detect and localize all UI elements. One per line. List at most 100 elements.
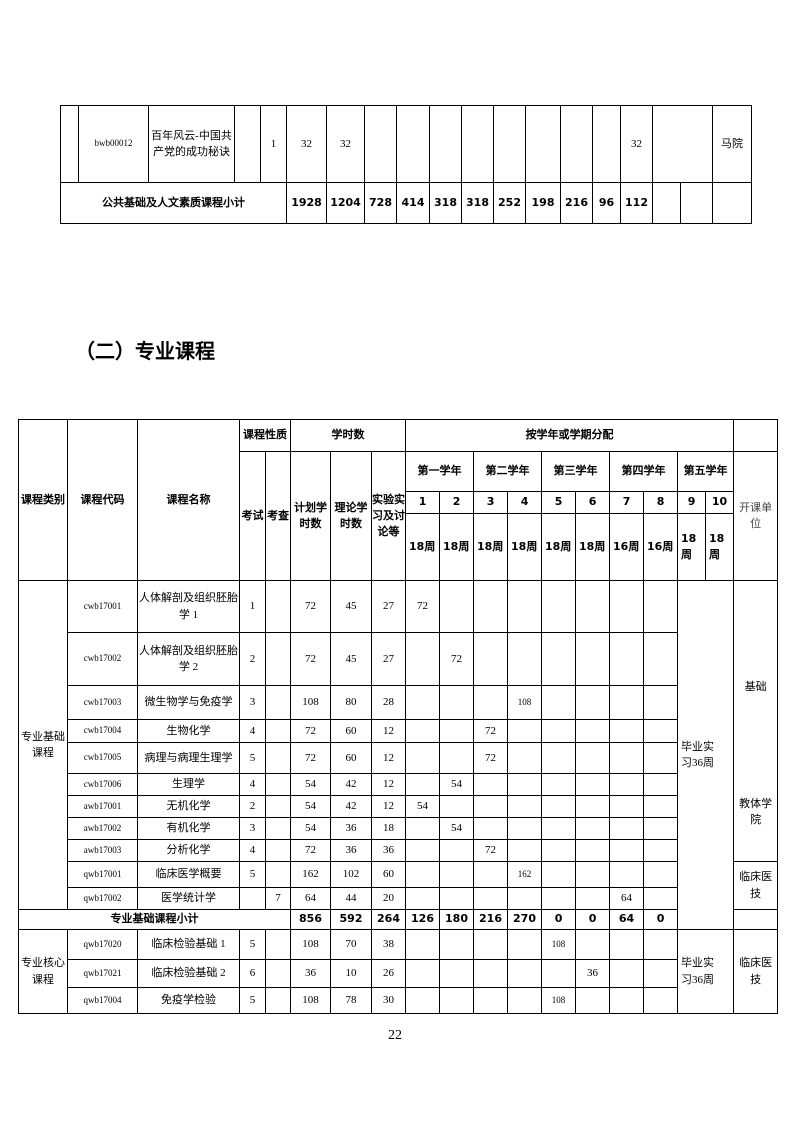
subtotal-value: 592: [330, 909, 372, 930]
header-hours: 学时数: [289, 419, 407, 452]
semester-cell: [541, 632, 577, 686]
semester-cell: [473, 632, 509, 686]
unit-label: 基础: [744, 681, 767, 693]
internship-note: 毕业实习36周: [677, 929, 735, 1014]
course-code: cwb17003: [67, 685, 138, 720]
semester-cell: [507, 719, 543, 743]
check-semester: [265, 795, 291, 818]
course-code: awb17002: [67, 817, 138, 840]
table-row: 专业核心课程 qwb17020 临床检验基础 1 5 108 70 38 108 毕业实习36周…: [18, 929, 779, 1014]
header-semester: 6: [575, 491, 611, 514]
semester-cell: [575, 887, 611, 910]
semester-cell: 108: [541, 987, 577, 1014]
theory-hours: 60: [330, 742, 372, 774]
exam-semester: 5: [239, 861, 266, 888]
subtotal-value: 216: [473, 909, 509, 930]
subtotal-value: 318: [429, 182, 462, 224]
semester-cell: 72: [439, 632, 475, 686]
header-weeks: 18周: [541, 513, 577, 581]
planned-hours: 162: [290, 861, 331, 888]
course-name: 医学统计学: [137, 887, 240, 910]
semester-cell: [507, 580, 543, 633]
subtotal-value: 96: [592, 182, 621, 224]
subtotal-value: 856: [290, 909, 331, 930]
table-row: 公共基础及人文素质课程小计 1928 1204 728 414 318 318 252 198 2…: [60, 182, 752, 224]
theory-hours: 36: [330, 817, 372, 840]
check-semester: [265, 685, 291, 720]
semester-cell: [507, 742, 543, 774]
semester-cell: [609, 580, 645, 633]
semester-cell: [643, 929, 679, 960]
exam-semester: 1: [260, 105, 287, 183]
semester-cell: [473, 959, 509, 988]
header-weeks: 18周: [507, 513, 543, 581]
table-row: cwb17004 生物化学 4 72 60 12 72: [19, 719, 778, 743]
check-semester: [265, 861, 291, 888]
semester-cell: [575, 839, 611, 862]
semester-cell: [364, 105, 397, 183]
semester-cell: [609, 742, 645, 774]
semester-cell: [405, 861, 441, 888]
table-row: qwb17021 临床检验基础 2 6 36 10 26 36: [19, 959, 778, 988]
semester-cell: [575, 719, 611, 743]
semester-cell: [643, 773, 679, 796]
course-category: 专业基础课程: [18, 580, 68, 910]
header-weeks: 18周: [439, 513, 475, 581]
planned-hours: 54: [290, 795, 331, 818]
semester-cell: [575, 742, 611, 774]
course-code: qwb17001: [67, 861, 138, 888]
exam-semester: [239, 887, 266, 910]
exam-semester: 3: [239, 817, 266, 840]
header-semester: 7: [609, 491, 645, 514]
subtotal-value: 0: [541, 909, 577, 930]
subtotal-value: 252: [493, 182, 526, 224]
semester-cell: [575, 987, 611, 1014]
header-year: 第五学年: [677, 451, 735, 492]
semester-cell: 54: [405, 795, 441, 818]
exam-semester: 4: [239, 839, 266, 862]
subtotal-value: 0: [643, 909, 679, 930]
semester-cell: [541, 887, 577, 910]
theory-hours: 70: [330, 929, 372, 960]
empty-cell: [712, 182, 752, 224]
semester-cell: [541, 773, 577, 796]
theory-hours: 10: [330, 959, 372, 988]
course-name: 生物化学: [137, 719, 240, 743]
check-semester: [265, 719, 291, 743]
semester-cell: [575, 861, 611, 888]
table-row: 课程类别 课程代码 课程名称 课程性质 学时数 按学年或学期分配: [18, 419, 779, 581]
offering-unit: 临床医技: [733, 861, 779, 910]
table-row: awb17002 有机化学 3 54 36 18 54: [19, 817, 778, 840]
subtotal-value: 0: [575, 909, 611, 930]
course-code: awb17003: [67, 839, 138, 862]
semester-cell: 72: [405, 580, 441, 633]
semester-cell: [592, 105, 621, 183]
course-name: 微生物学与免疫学: [137, 685, 240, 720]
semester-cell: [643, 861, 679, 888]
course-code: qwb17020: [67, 929, 138, 960]
semester-cell: [507, 817, 543, 840]
section-heading: （二）专业课程: [75, 339, 215, 363]
course-name: 病理与病理生理学: [137, 742, 240, 774]
table-row: qwb17002 医学统计学 7 64 44 20 64: [19, 887, 778, 910]
course-name: 百年风云-中国共产党的成功秘诀: [148, 105, 235, 183]
semester-cell: [609, 861, 645, 888]
course-name: 有机化学: [137, 817, 240, 840]
lab-hours: 12: [370, 719, 407, 743]
public-courses-table-tail: bwb00012 百年风云-中国共产党的成功秘诀 1 32 32 32 马院 公共基础及人文素…: [60, 105, 752, 224]
semester-cell: [405, 719, 441, 743]
theory-hours: 42: [330, 795, 372, 818]
semester-cell: [609, 685, 645, 720]
semester-cell: [507, 632, 543, 686]
semester-cell: [473, 987, 509, 1014]
semester-cell: [609, 632, 645, 686]
subtotal-value: 216: [560, 182, 593, 224]
semester-cell: [643, 839, 679, 862]
table-row: 1 2 3 4 5 6 7 8 9 10: [19, 491, 778, 514]
header-theory: 理论学时数: [330, 451, 372, 581]
table-row: qwb17004 免疫学检验 5 108 78 30 108: [19, 987, 778, 1014]
semester-cell: [473, 929, 509, 960]
semester-cell: [541, 742, 577, 774]
semester-cell: [609, 773, 645, 796]
semester-cell: [575, 773, 611, 796]
